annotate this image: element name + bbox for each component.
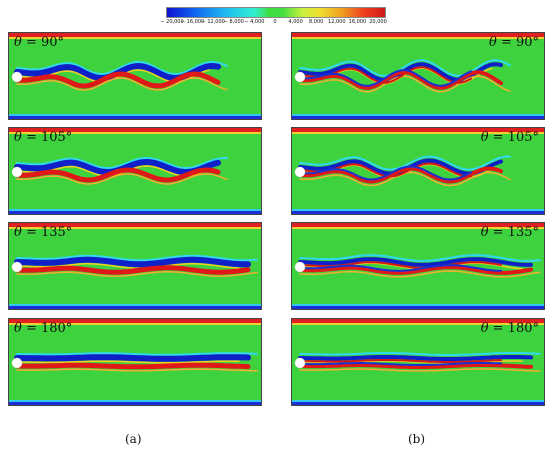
vorticity-field [292,223,544,309]
colorbar-tick-label: 20,000 [369,19,387,25]
vorticity-field [292,319,544,405]
panel-label: θ = 180° [14,321,73,336]
panel-b-180: θ = 180° [291,318,545,406]
colorbar-tick-label: 4,000 [288,19,303,25]
vorticity-field [292,128,544,214]
vorticity-field [292,33,544,119]
vorticity-field [9,319,261,405]
panel-label: θ = 90° [14,35,65,50]
panel-b-105: θ = 105° [291,127,545,215]
panel-a-180: θ = 180° [8,318,262,406]
colorbar-tick-label: − 4,000 [244,19,265,25]
panel-label: θ = 135° [14,225,73,240]
panel-a-90: θ = 90° [8,32,262,120]
panel-label: θ = 90° [488,35,539,50]
colorbar-tick-label: − 12,000 [201,19,225,25]
caption-b: (b) [408,432,426,446]
panel-a-105: θ = 105° [8,127,262,215]
panel-label: θ = 105° [480,130,539,145]
vorticity-field [9,223,261,309]
colorbar [166,7,386,18]
colorbar-tick-label: − 20,000 [160,19,184,25]
colorbar-tick-label: − 16,000 [180,19,205,25]
panel-b-90: θ = 90° [291,32,545,120]
colorbar-tick-label: 8,000 [309,19,324,25]
colorbar-tick-label: 16,000 [348,19,367,25]
vorticity-field [9,33,261,119]
colorbar-tick-label: − 8,000 [223,19,244,25]
colorbar-tick-label: 0 [273,19,277,25]
panel-b-135: θ = 135° [291,222,545,310]
colorbar-tick-label: 12,000 [328,19,346,25]
vorticity-field [9,128,261,214]
panel-a-135: θ = 135° [8,222,262,310]
panel-label: θ = 180° [480,321,539,336]
panel-label: θ = 135° [480,225,539,240]
caption-a: (a) [125,432,142,446]
panel-label: θ = 105° [14,130,73,145]
